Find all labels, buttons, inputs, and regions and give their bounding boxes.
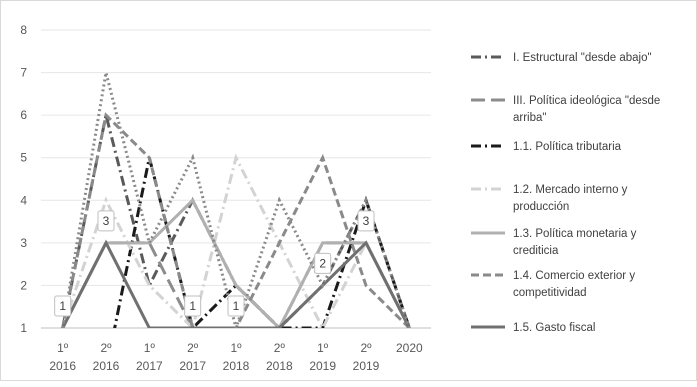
series-lines [61, 72, 411, 328]
y-tick-label: 7 [20, 66, 27, 80]
x-tick-label: 2017 [179, 359, 206, 373]
x-axis-ticks: 1º 2016 2º 2016 1º 2017 2º 2017 1º 2018 2º 2018 1º 20… [49, 341, 423, 373]
data-label-box [54, 295, 72, 317]
y-tick-label: 1 [20, 321, 27, 335]
data-label: 3 [103, 214, 110, 228]
x-tick-label: 1º [57, 341, 69, 355]
x-tick-label: 2016 [49, 359, 76, 373]
x-tick-label: 1º [230, 341, 242, 355]
x-tick-label: 2017 [136, 359, 163, 373]
legend-label: 1.4. Comercio exterior y [513, 270, 635, 282]
data-label-box [357, 210, 375, 232]
y-tick-label: 2 [20, 278, 27, 292]
y-tick-label: 6 [20, 108, 27, 122]
data-labels: 1 3 1 1 2 3 [54, 210, 375, 317]
series-line-4 [61, 153, 411, 328]
y-tick-label: 8 [20, 23, 27, 37]
data-label: 1 [59, 299, 66, 313]
data-label: 2 [319, 256, 326, 270]
legend-label: 1.2. Mercado interno y [513, 184, 628, 196]
y-axis-ticks: 1 2 3 4 5 6 7 8 [20, 23, 27, 335]
x-tick-label: 2020 [396, 341, 423, 355]
series-line-7 [61, 239, 411, 328]
data-label-box [184, 295, 202, 317]
x-tick-label: 2018 [266, 359, 293, 373]
legend: I. Estructural "desde abajo" III. Polític… [471, 52, 660, 334]
legend-label: crediticia [513, 245, 559, 257]
x-tick-label: 1º [317, 341, 329, 355]
data-label: 1 [189, 299, 196, 313]
x-tick-label: 2º [100, 341, 112, 355]
series-line-5 [61, 197, 411, 328]
legend-label: producción [513, 201, 569, 213]
series-line-8 [61, 72, 411, 328]
data-label-box [97, 210, 115, 232]
data-label-box [314, 252, 332, 274]
data-label: 1 [233, 299, 240, 313]
x-tick-label: 2º [187, 341, 199, 355]
x-tick-label: 2016 [93, 359, 120, 373]
y-tick-label: 3 [20, 236, 27, 250]
y-tick-label: 5 [20, 151, 27, 165]
x-tick-label: 2019 [353, 359, 380, 373]
legend-label: competitividad [513, 287, 587, 299]
data-label: 3 [363, 214, 370, 228]
legend-label: I. Estructural "desde abajo" [513, 52, 652, 64]
x-tick-label: 1º [144, 341, 156, 355]
y-tick-label: 4 [20, 193, 27, 207]
legend-label: 1.5. Gasto fiscal [513, 322, 595, 334]
x-tick-label: 2019 [309, 359, 336, 373]
legend-label: 1.3. Política monetaria y [513, 228, 637, 240]
data-label-box [227, 295, 245, 317]
x-tick-label: 2018 [223, 359, 250, 373]
series-line-3 [113, 157, 411, 328]
legend-label: III. Política ideológica "desde [513, 95, 660, 107]
x-tick-label: 2º [360, 341, 372, 355]
legend-label: 1.1. Política tributaria [513, 141, 622, 153]
legend-label: arriba" [513, 112, 546, 124]
x-tick-label: 2º [274, 341, 286, 355]
